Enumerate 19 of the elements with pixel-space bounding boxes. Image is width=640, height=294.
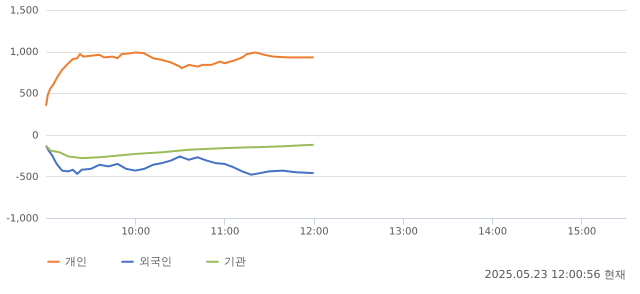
x-tick-label: 11:00	[210, 226, 240, 238]
x-tick-label: 12:00	[300, 226, 329, 238]
y-tick-label: -500	[16, 172, 38, 183]
x-tick-label: 15:00	[567, 226, 596, 238]
line-series	[45, 144, 315, 176]
y-tick-label: 1,500	[10, 6, 38, 16]
text: 2025.05.23 12:00:56 현재	[484, 268, 626, 281]
legend-label: 외국인	[139, 254, 172, 268]
x-tick-label: 13:00	[389, 226, 418, 238]
y-tick-label: 500	[19, 88, 38, 100]
y-tick-label: 1,000	[10, 47, 38, 58]
x-tick-label: 14:00	[478, 226, 508, 238]
legend-label: 개인	[65, 254, 87, 268]
x-tick-label: 10:00	[121, 226, 150, 238]
line-series	[45, 144, 315, 160]
y-tick-label: -1,000	[6, 214, 38, 224]
y-tick-label: 0	[32, 130, 38, 142]
legend-label: 기관	[224, 254, 246, 268]
line-series	[45, 51, 315, 107]
